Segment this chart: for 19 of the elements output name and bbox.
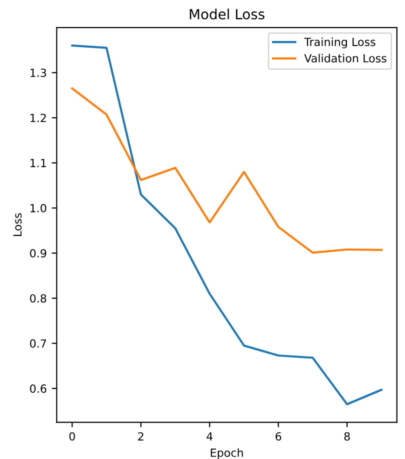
x-tick-label: 4 (206, 432, 213, 440)
y-tick-label: 0.6 (30, 384, 46, 393)
y-tick-label: 1.2 (30, 114, 46, 122)
y-tick-label: 1.3 (30, 68, 46, 78)
x-tick-label: 0 (69, 432, 75, 441)
legend-label: Training Loss (304, 38, 376, 48)
y-tick-label: 0.7 (30, 339, 46, 348)
line-series (71, 87, 382, 254)
x-tick-label: 2 (138, 432, 144, 440)
chart-title: Model Loss (190, 8, 264, 20)
y-tick-label: 0.8 (30, 294, 46, 303)
y-tick-label: 1.0 (30, 204, 46, 212)
x-tick-label: 6 (276, 432, 282, 441)
y-axis-title: Loss (13, 213, 22, 236)
y-tick-label: 0.9 (30, 249, 46, 258)
x-axis-title: Epoch (210, 448, 243, 459)
y-tick-label: 1.1 (30, 159, 46, 168)
legend-label: Validation Loss (304, 54, 386, 62)
x-tick-label: 8 (344, 432, 350, 441)
